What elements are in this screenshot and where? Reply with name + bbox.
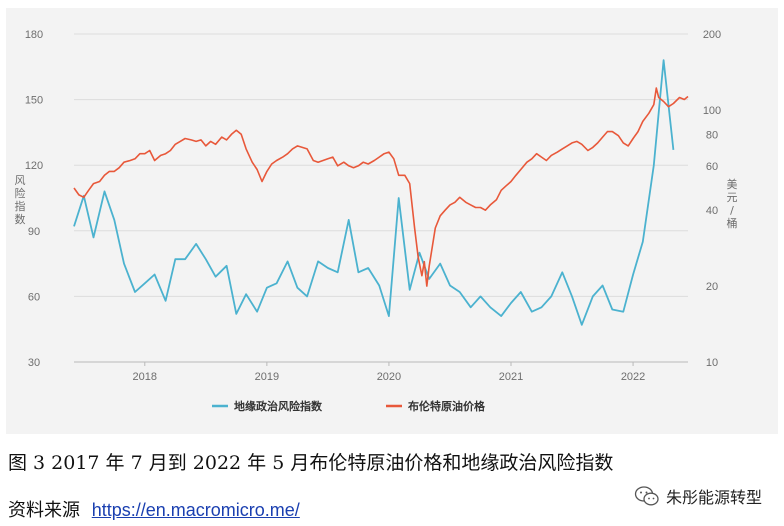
series-line-1 bbox=[73, 59, 675, 326]
watermark-text: 朱彤能源转型 bbox=[665, 488, 762, 507]
legend: 地缘政治风险指数 布伦特原油价格 bbox=[212, 399, 486, 413]
right-tick-label: 200 bbox=[703, 29, 721, 41]
wechat-icon bbox=[634, 486, 659, 506]
left-tick-label: 60 bbox=[28, 291, 40, 303]
source-link[interactable]: https://en.macromicro.me/ bbox=[91, 500, 300, 520]
legend-item: 布伦特原油价格 bbox=[386, 399, 486, 413]
right-tick-label: 20 bbox=[706, 281, 718, 293]
ticks-layer: 30 60 90 120 150 180 10 20 40 60 80 100 200 2018 2019 2… bbox=[25, 29, 721, 383]
x-tick-label: 2018 bbox=[133, 371, 157, 383]
left-tick-label: 120 bbox=[25, 160, 43, 172]
left-tick-label: 180 bbox=[25, 29, 43, 41]
source-label: 资料来源 bbox=[8, 500, 80, 521]
left-tick-label: 150 bbox=[25, 95, 43, 107]
right-tick-label: 100 bbox=[703, 105, 721, 117]
legend-label: 地缘政治风险指数 bbox=[234, 399, 323, 413]
grid-layer bbox=[74, 33, 688, 366]
series-layer bbox=[73, 59, 689, 326]
legend-label: 布伦特原油价格 bbox=[408, 399, 486, 413]
x-tick-label: 2019 bbox=[255, 371, 279, 383]
series-line-2 bbox=[73, 87, 689, 287]
right-tick-label: 10 bbox=[706, 357, 718, 369]
left-tick-label: 90 bbox=[28, 226, 40, 238]
chart-panel: 30 60 90 120 150 180 10 20 40 60 80 100 200 2018 2019 2… bbox=[6, 8, 778, 434]
right-axis-label: 美元/桶 bbox=[727, 178, 738, 230]
left-axis-label: 风险指数 bbox=[15, 174, 26, 226]
left-tick-label: 30 bbox=[28, 357, 40, 369]
legend-item: 地缘政治风险指数 bbox=[212, 399, 323, 413]
right-tick-label: 80 bbox=[706, 129, 718, 141]
chart-svg: 30 60 90 120 150 180 10 20 40 60 80 100 200 2018 2019 2… bbox=[15, 29, 738, 413]
source-line: 资料来源 https://en.macromicro.me/ bbox=[8, 496, 300, 522]
x-tick-label: 2020 bbox=[377, 371, 401, 383]
x-tick-label: 2022 bbox=[621, 371, 645, 383]
x-tick-label: 2021 bbox=[499, 371, 523, 383]
right-tick-label: 60 bbox=[706, 161, 718, 173]
right-tick-label: 40 bbox=[706, 205, 718, 217]
figure-caption: 图 3 2017 年 7 月到 2022 年 5 月布伦特原油价格和地缘政治风险… bbox=[8, 452, 614, 474]
watermark: 朱彤能源转型 bbox=[634, 484, 762, 508]
